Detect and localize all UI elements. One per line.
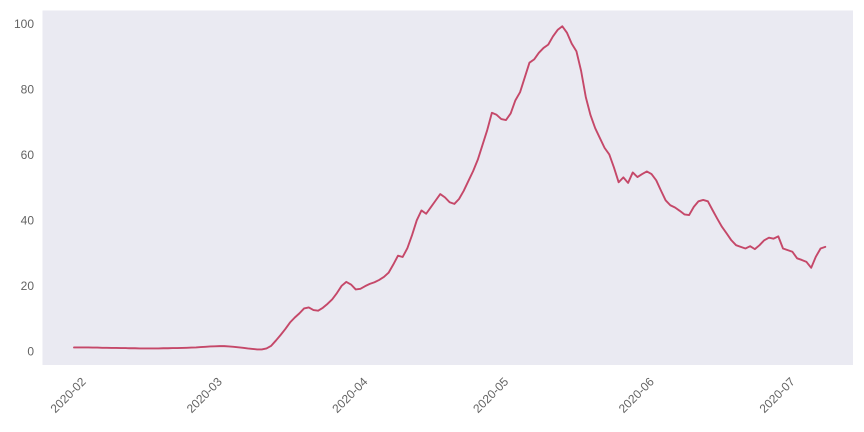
x-tick-label: 2020-05 <box>470 374 511 415</box>
x-tick-label: 2020-03 <box>184 374 225 415</box>
x-tick-label: 2020-02 <box>48 374 89 415</box>
y-tick-label: 20 <box>21 279 35 293</box>
x-tick-label: 2020-04 <box>329 374 370 415</box>
y-tick-label: 80 <box>21 83 35 97</box>
y-tick-label: 60 <box>21 148 35 162</box>
y-axis-tick-labels: 0 20 40 60 80 100 <box>14 17 34 359</box>
data-series-line <box>73 25 827 351</box>
x-axis-tick-labels: 2020-02 2020-03 2020-04 2020-05 2020-06 2020-… <box>48 374 798 415</box>
y-tick-label: 40 <box>21 214 35 228</box>
y-tick-label: 100 <box>14 17 34 31</box>
plot-area <box>42 10 853 365</box>
y-tick-label: 0 <box>27 345 34 359</box>
x-tick-label: 2020-07 <box>757 374 798 415</box>
x-tick-label: 2020-06 <box>616 374 657 415</box>
